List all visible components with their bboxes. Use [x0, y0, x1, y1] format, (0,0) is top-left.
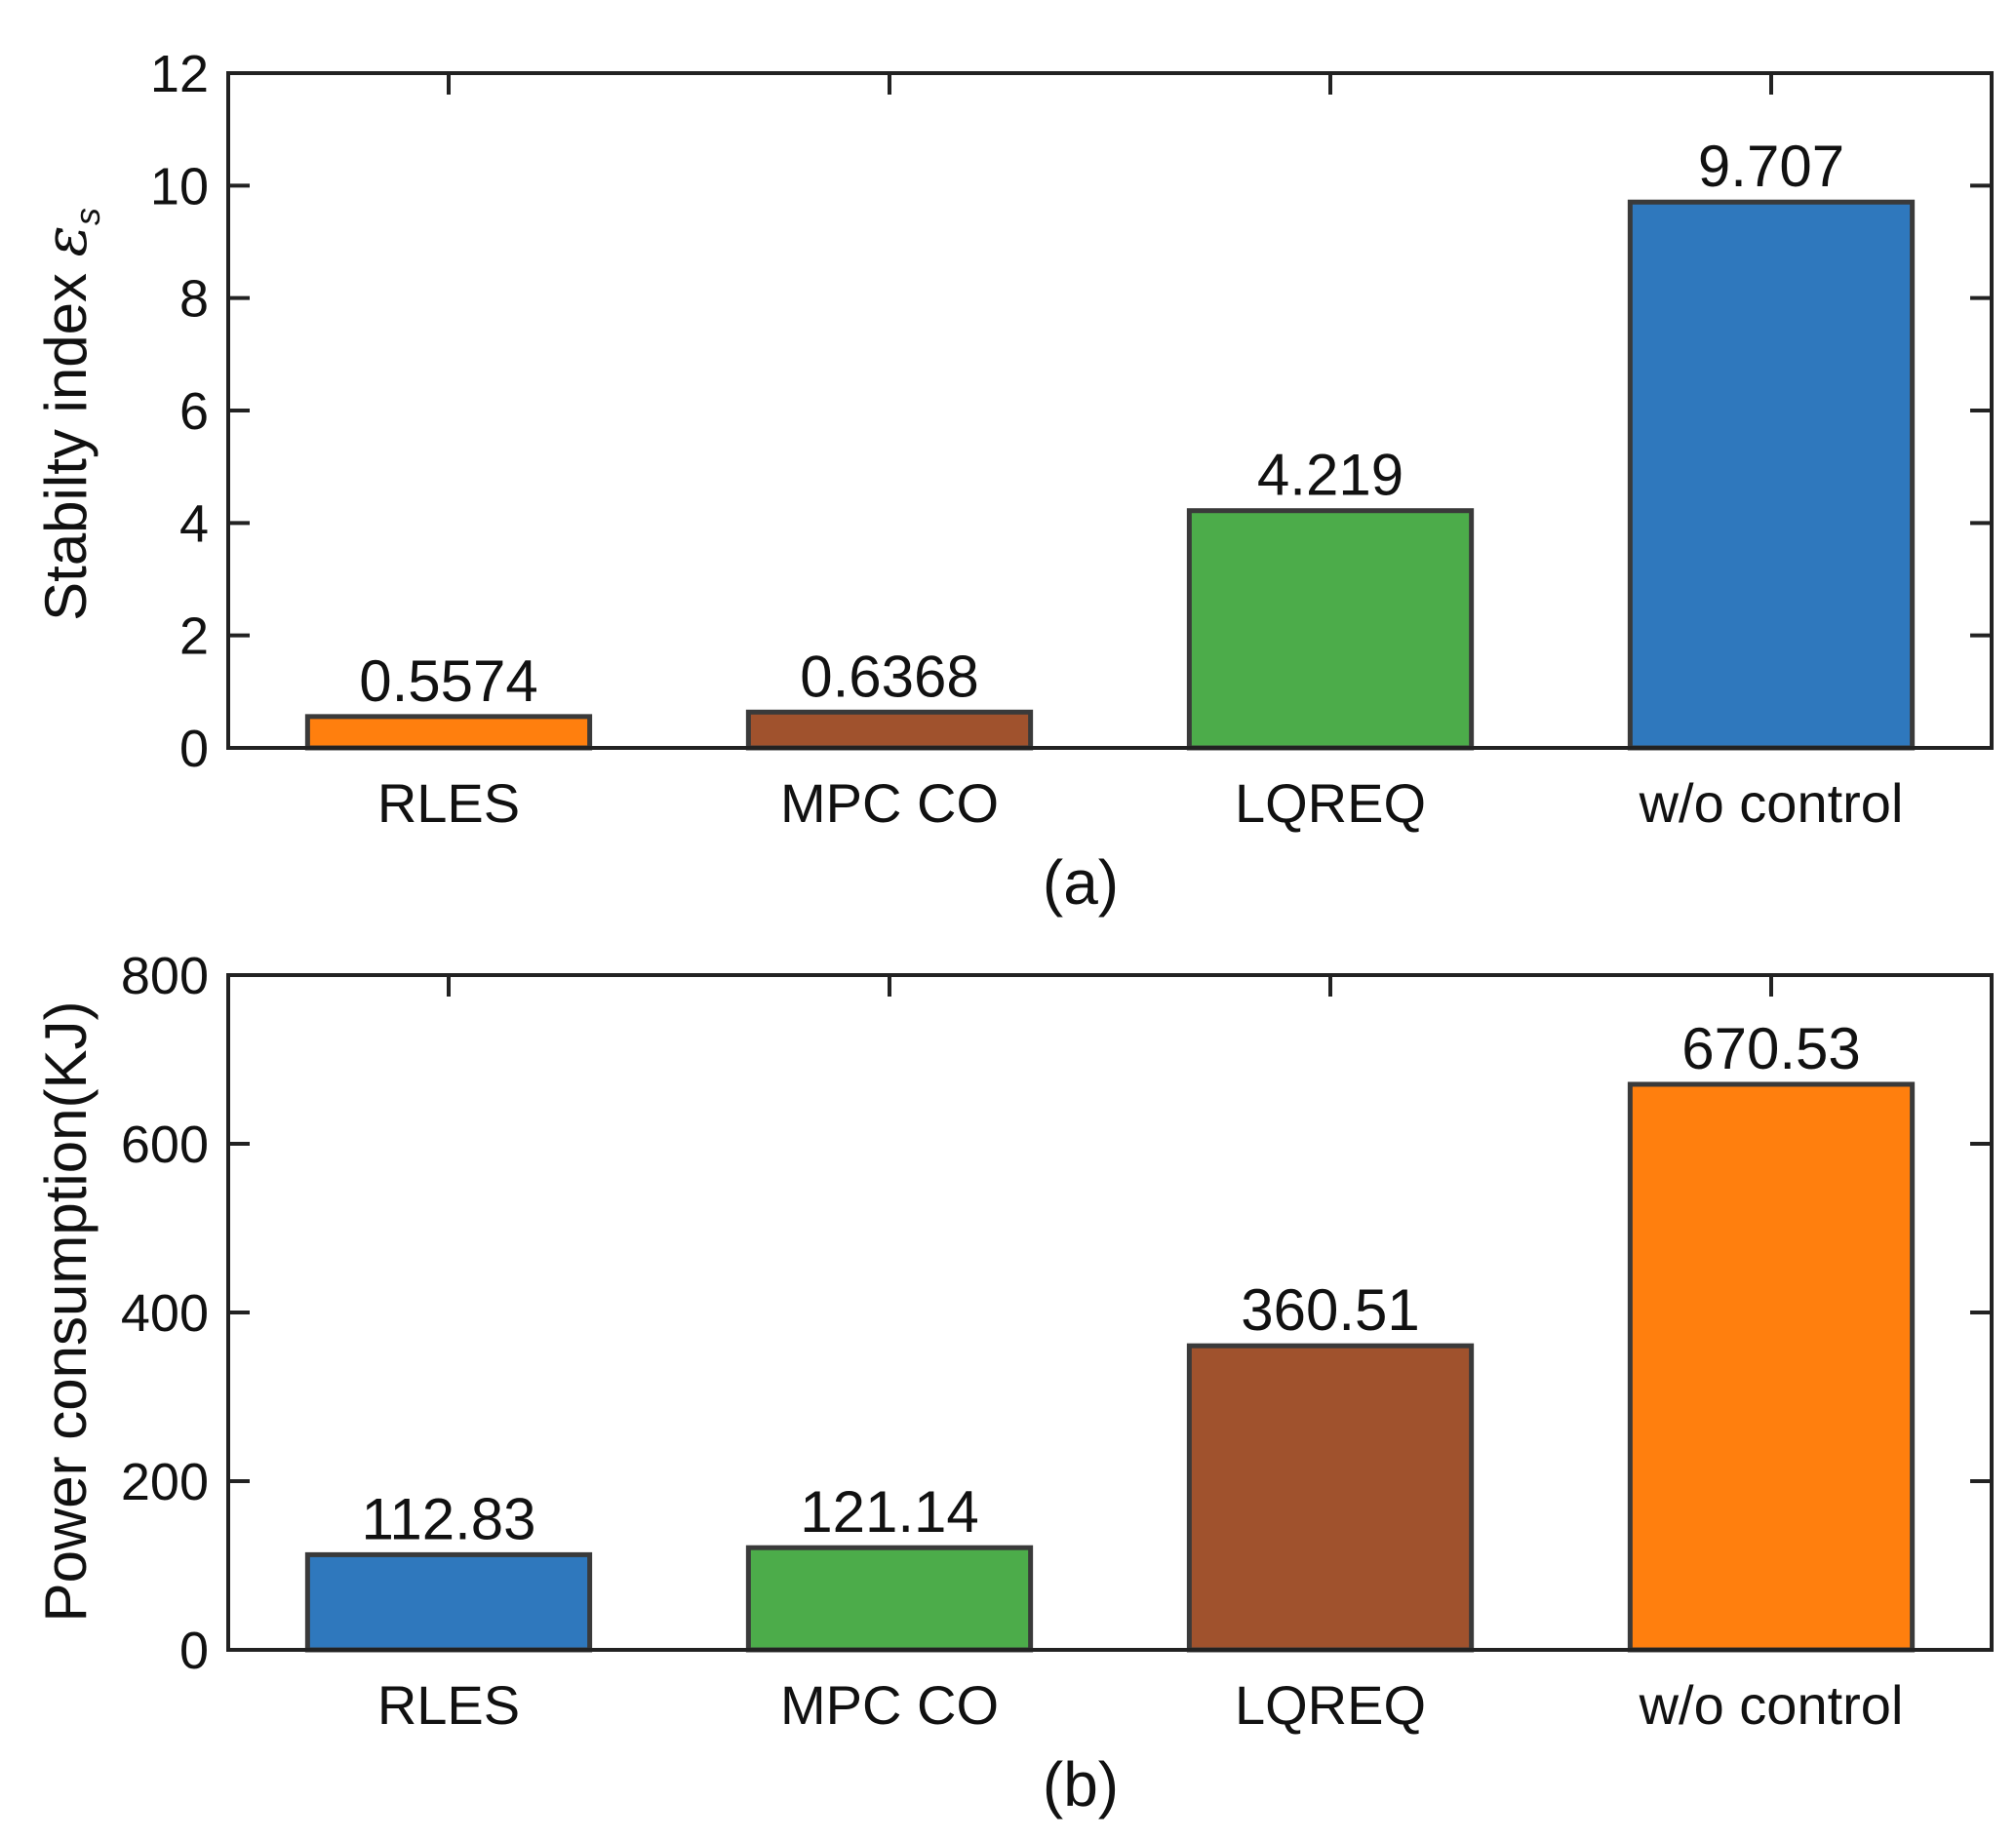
panel-b-value-label-lqreq: 360.51 — [1241, 1277, 1420, 1343]
panel-b-bar-rles — [304, 1551, 593, 1653]
panel-a-value-label-rles: 0.5574 — [359, 648, 538, 714]
panel-a-y-tick-label: 8 — [179, 270, 209, 329]
panel-a-category-label-w-o-control: w/o control — [1639, 772, 1904, 834]
panel-b-value-label-mpc-co: 121.14 — [800, 1479, 979, 1545]
panel-a-y-tick-label: 0 — [179, 720, 209, 778]
panel-a-bar-lqreq — [1186, 508, 1475, 751]
panel-b-bar-lqreq — [1186, 1343, 1475, 1653]
panel-a-value-label-w-o-control: 9.707 — [1698, 134, 1844, 199]
panel-b-labels: 0 200 400 600 800 112.83 RLES 121.14 MPC CO 360.5… — [121, 947, 1904, 1736]
panel-b-y-axis-title: Power consumption(KJ) — [33, 1001, 99, 1623]
panel-b-category-label-mpc-co: MPC CO — [780, 1674, 999, 1736]
epsilon-symbol: ε — [32, 225, 100, 256]
panel-a-category-label-rles: RLES — [377, 772, 520, 834]
panel-a-category-label-lqreq: LQREQ — [1235, 772, 1426, 834]
panel-b-power-chart: Power consumption(KJ) 0 200 400 600 800 112.8… — [33, 947, 1994, 1820]
panel-b-y-tick-label: 800 — [121, 947, 209, 1005]
panel-b-bars — [304, 1081, 1916, 1653]
panel-a-category-label-mpc-co: MPC CO — [780, 772, 999, 834]
panel-b-y-tick-label: 600 — [121, 1116, 209, 1174]
panel-b-value-label-w-o-control: 670.53 — [1681, 1016, 1861, 1081]
panel-b-y-tick-label: 200 — [121, 1453, 209, 1511]
panel-a-y-tick-label: 10 — [150, 157, 209, 215]
panel-a-labels: 0 2 4 6 8 10 12 0.5574 RLES 0.6368 MPC CO 4.219 LQRE… — [150, 45, 1903, 834]
panel-b-caption: (b) — [1043, 1749, 1119, 1820]
panel-b-category-label-lqreq: LQREQ — [1235, 1674, 1426, 1736]
panel-b-value-label-rles: 112.83 — [361, 1486, 535, 1551]
panel-a-y-axis-title: Stabilty index εs — [32, 208, 107, 621]
panel-b-y-tick-label: 400 — [121, 1284, 209, 1343]
panel-a-y-tick-label: 6 — [179, 382, 209, 441]
epsilon-subscript: s — [67, 208, 107, 225]
panel-a-stability-chart: Stabilty index εs 0 2 4 6 8 10 12 0.5574 RLES 0.6… — [32, 45, 1994, 918]
panel-b-category-label-rles: RLES — [377, 1674, 520, 1736]
panel-b-y-tick-label: 0 — [179, 1622, 209, 1680]
panel-a-bar-rles — [304, 714, 593, 751]
panel-b-category-label-w-o-control: w/o control — [1639, 1674, 1904, 1736]
panel-a-plot-frame — [226, 71, 1994, 750]
panel-a-caption: (a) — [1043, 847, 1119, 918]
panel-b-bar-w-o-control — [1627, 1081, 1916, 1653]
panel-a-bar-w-o-control — [1627, 199, 1916, 751]
panel-a-bar-mpc-co — [745, 709, 1034, 751]
panel-a-y-tick-label: 12 — [150, 45, 209, 103]
panel-a-value-label-lqreq: 4.219 — [1257, 443, 1403, 508]
panel-a-y-tick-label: 2 — [179, 607, 209, 666]
panel-a-bars — [304, 199, 1916, 751]
panel-a-value-label-mpc-co: 0.6368 — [800, 644, 979, 709]
panel-a-y-tick-label: 4 — [179, 494, 209, 553]
panel-b-plot-frame — [226, 973, 1994, 1652]
panel-b-bar-mpc-co — [745, 1545, 1034, 1653]
